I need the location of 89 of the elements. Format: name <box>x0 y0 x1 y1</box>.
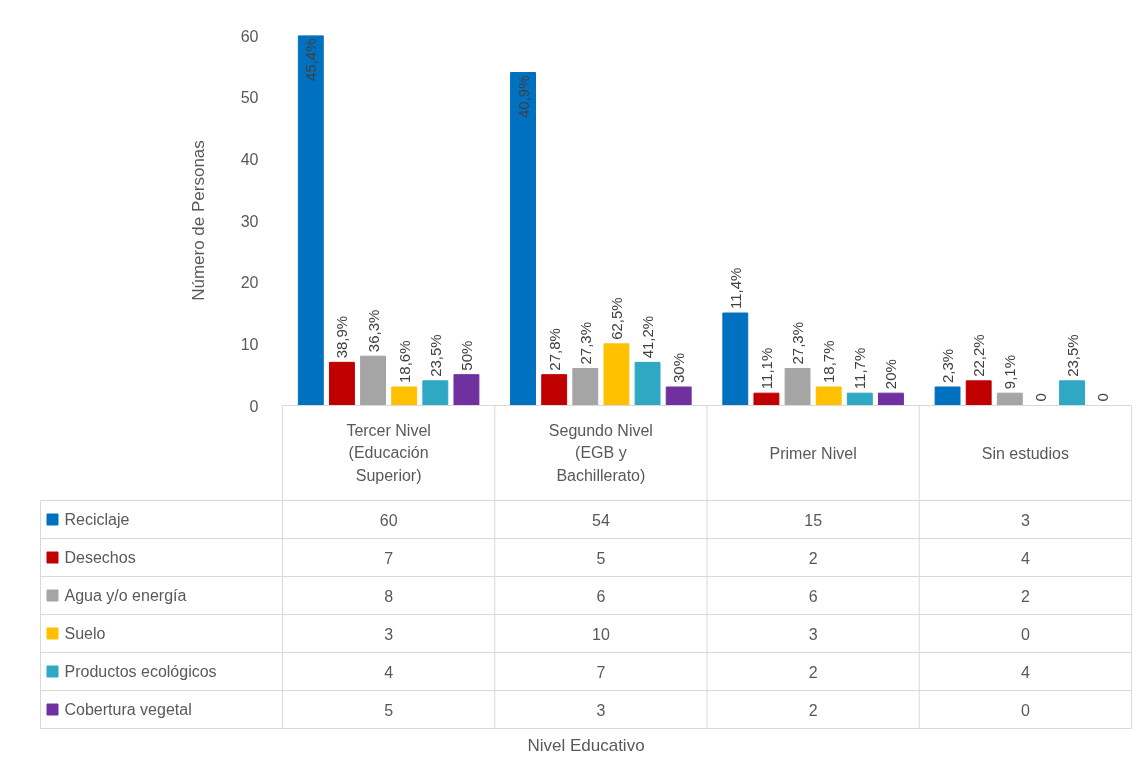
x-tick-label: Segundo Nivel (EGB y Bachillerato) <box>548 422 653 484</box>
bar <box>391 386 418 406</box>
annotation: 18,6% <box>395 340 413 383</box>
data-label: 0 <box>1020 625 1030 643</box>
bar <box>784 368 811 406</box>
data-label: 54 <box>591 511 610 529</box>
annotation: 2,3% <box>939 348 957 383</box>
bar <box>665 386 692 406</box>
annotation: 40,9% <box>514 75 532 119</box>
annotation: 50% <box>457 340 475 371</box>
legend-label: Reciclaje <box>64 511 130 528</box>
legend-label: Suelo <box>64 625 106 642</box>
annotation: 9,1% <box>1001 354 1019 390</box>
bar <box>996 392 1023 406</box>
annotation: 36,3% <box>364 309 382 353</box>
data-label: 6 <box>808 587 818 605</box>
y-tick-label: 10 <box>240 335 259 353</box>
x-tick-label: Tercer Nivel (Educación Superior) <box>346 422 431 484</box>
annotation: 0 <box>1094 393 1112 402</box>
bar <box>878 392 904 406</box>
bar <box>297 35 324 406</box>
data-label: 3 <box>596 701 606 719</box>
data-label: 60 <box>379 511 398 529</box>
bar <box>510 72 536 406</box>
data-label: 6 <box>596 587 606 605</box>
y-tick-label: 50 <box>240 89 259 107</box>
annotation: 27,8% <box>545 328 563 371</box>
annotation: 30% <box>670 352 688 383</box>
data-label: 0 <box>1020 701 1030 719</box>
bar <box>753 392 780 406</box>
data-label: 5 <box>384 701 394 719</box>
bar <box>360 355 387 406</box>
data-label: 5 <box>596 549 606 567</box>
data-label: 8 <box>384 587 394 605</box>
y-tick-label: 40 <box>240 150 259 168</box>
bar <box>1059 380 1086 406</box>
annotation: 23,5% <box>426 334 444 377</box>
legend-label: Desechos <box>64 549 136 566</box>
data-label: 4 <box>1020 663 1030 681</box>
annotation: 11,1% <box>757 347 775 390</box>
bar <box>846 392 873 406</box>
annotation: 45,4% <box>302 38 320 82</box>
x-tick-label: Primer Nivel <box>769 444 857 462</box>
bar <box>603 343 630 406</box>
annotation: 38,9% <box>333 315 351 359</box>
data-label: 3 <box>384 625 394 643</box>
bar <box>815 386 842 406</box>
data-label: 2 <box>808 549 818 567</box>
bar <box>422 380 449 406</box>
y-tick-label: 20 <box>240 274 259 292</box>
annotation: 23,5% <box>1063 334 1081 377</box>
annotation: 27,3% <box>576 321 594 365</box>
bar <box>328 361 355 406</box>
text: Nivel Educativo <box>527 735 645 755</box>
annotation: 0 <box>1031 393 1049 402</box>
data-label: 3 <box>1020 511 1030 529</box>
annotation: 11,7% <box>851 347 869 390</box>
annotation: 20% <box>882 359 900 390</box>
annotation: 11,4% <box>726 267 744 309</box>
bar <box>965 380 992 406</box>
data-label: 2 <box>808 701 818 719</box>
data-label: 15 <box>804 511 823 529</box>
legend-label: Productos ecológicos <box>64 663 217 680</box>
bar <box>572 368 599 406</box>
data-label: 4 <box>1020 549 1030 567</box>
annotation: 18,7% <box>820 340 838 383</box>
data-label: 4 <box>384 663 394 681</box>
y-axis-title: Número de Personas <box>188 140 208 301</box>
bar <box>453 374 480 406</box>
data-label: 7 <box>596 663 606 681</box>
annotation: 41,2% <box>639 315 657 359</box>
x-tick-label: Sin estudios <box>981 444 1069 462</box>
bar <box>541 374 568 406</box>
bar <box>934 386 961 406</box>
bar <box>634 361 661 406</box>
bar <box>722 312 749 406</box>
legend-label: Cobertura vegetal <box>64 701 192 718</box>
data-label: 3 <box>808 625 818 643</box>
data-label: 2 <box>808 663 818 681</box>
annotation: 22,2% <box>970 334 988 377</box>
data-label: 10 <box>591 625 610 643</box>
y-tick-label: 0 <box>249 397 259 415</box>
legend-label: Agua y/o energía <box>64 587 187 604</box>
y-tick-label: 60 <box>240 27 259 45</box>
data-label: 7 <box>384 549 394 567</box>
data-label: 2 <box>1020 587 1030 605</box>
y-tick-label: 30 <box>240 212 259 230</box>
annotation: 62,5% <box>607 297 625 340</box>
annotation: 27,3% <box>789 321 807 365</box>
